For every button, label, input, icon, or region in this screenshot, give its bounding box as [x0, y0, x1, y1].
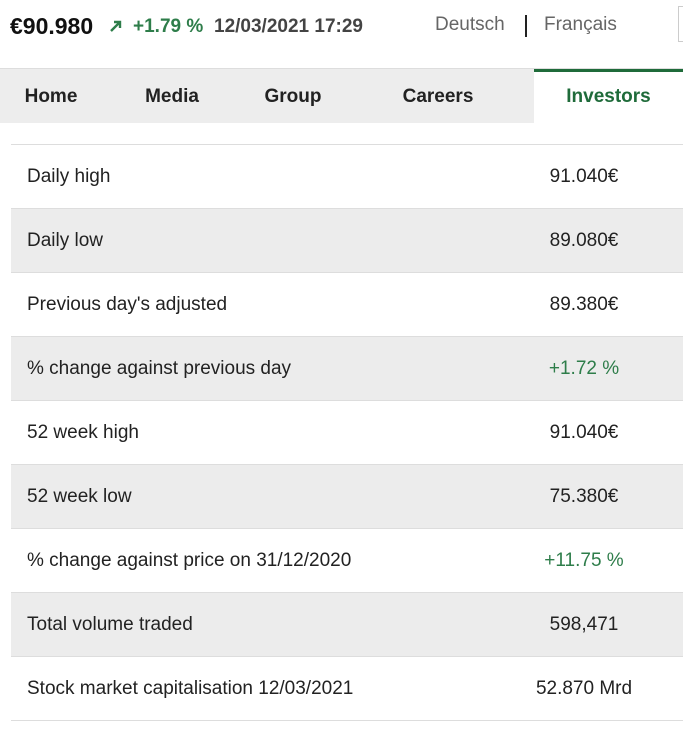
table-row: 52 week low 75.380€ [11, 465, 683, 529]
price-change: +1.79 % [133, 16, 204, 37]
search-box[interactable] [678, 6, 683, 42]
table-row: % change against previous day +1.72 % [11, 337, 683, 401]
row-label: Daily high [27, 166, 111, 187]
language-link[interactable]: Deutsch [435, 14, 505, 35]
row-value: +11.75 % [544, 550, 624, 571]
nav-item[interactable]: Investors [534, 69, 683, 124]
row-value: +1.72 % [548, 358, 620, 379]
language-link[interactable]: Français [544, 14, 617, 35]
separator [525, 15, 527, 37]
stock-table: Daily high 91.040€ Daily low 89.080€ Previou… [11, 123, 683, 721]
row-value: 91.040€ [549, 422, 619, 443]
up-arrow-icon [110, 20, 122, 32]
table-row: Previous day's adjusted 89.380€ [11, 273, 683, 337]
nav-item[interactable]: Careers [402, 86, 474, 107]
table-row: Daily low 89.080€ [11, 209, 683, 273]
row-value: 91.040€ [549, 166, 619, 187]
row-label: 52 week high [27, 422, 139, 443]
row-label: 52 week low [27, 486, 132, 507]
nav-item[interactable]: Home [24, 86, 78, 107]
timestamp: 12/03/2021 17:29 [214, 16, 363, 37]
row-label: % change against previous day [27, 358, 292, 379]
nav-item[interactable]: Group [264, 86, 322, 107]
table-row: 52 week high 91.040€ [11, 401, 683, 465]
stock-price: €90.980 [10, 13, 94, 39]
row-label: Total volume traded [27, 614, 193, 635]
row-label: Daily low [27, 230, 104, 251]
nav-bar: Home Media Group Careers Investors [0, 68, 683, 124]
row-value: 89.080€ [549, 230, 619, 251]
row-value: 89.380€ [549, 294, 619, 315]
table-row: % change against price on 31/12/2020 +11.… [11, 529, 683, 593]
row-value: 52.870 Mrd [535, 678, 633, 699]
clipped-row [11, 123, 683, 145]
nav-item[interactable]: Media [145, 86, 199, 107]
header: €90.980 +1.79 % 12/03/2021 17:29 Deutsch… [0, 0, 683, 68]
table-row: Stock market capitalisation 12/03/2021 52… [11, 657, 683, 721]
row-label: Previous day's adjusted [27, 294, 228, 315]
row-label: Stock market capitalisation 12/03/2021 [27, 678, 354, 699]
table-row: Total volume traded 598,471 [11, 593, 683, 657]
row-value: 75.380€ [549, 486, 619, 507]
table-row: Daily high 91.040€ [11, 145, 683, 209]
row-value: 598,471 [549, 614, 619, 635]
row-label: % change against price on 31/12/2020 [27, 550, 352, 571]
